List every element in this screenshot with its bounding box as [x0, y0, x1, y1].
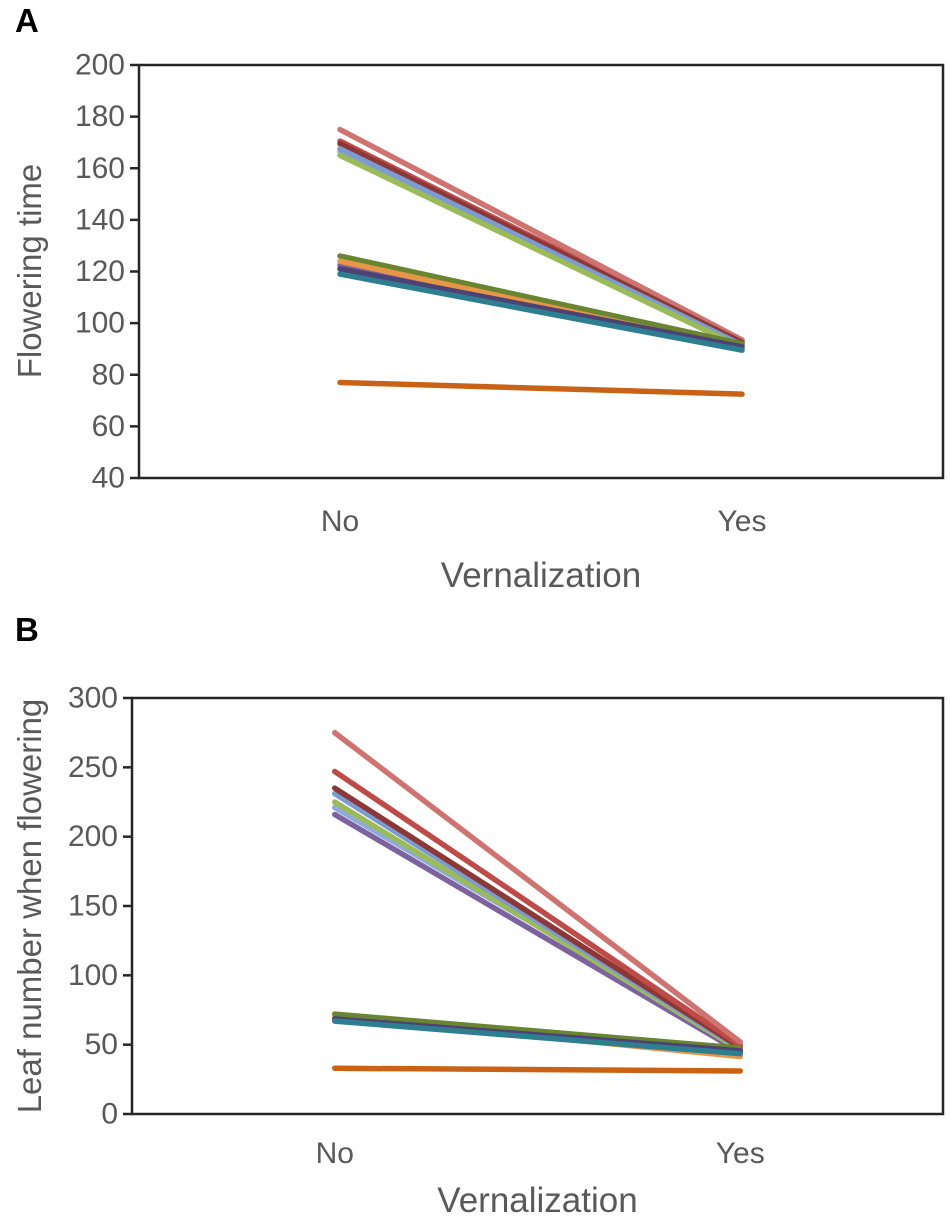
y-tick-label: 160 — [75, 152, 125, 185]
series-line-blue — [337, 146, 745, 348]
panel-b-letter: B — [15, 611, 39, 648]
series-line-salmon — [337, 126, 745, 343]
x-category-label: Yes — [718, 505, 767, 538]
panel-a-x-axis-title: Vernalization — [440, 556, 642, 595]
y-tick-label: 100 — [68, 959, 118, 992]
y-tick-label: 80 — [92, 358, 125, 391]
series-line-purple — [332, 811, 743, 1056]
series-line-dark-orange — [337, 379, 745, 397]
series-line-yellow-green — [337, 152, 745, 351]
y-tick-label: 120 — [75, 255, 125, 288]
panel-a-letter: A — [15, 2, 39, 39]
y-tick-label: 200 — [68, 820, 118, 853]
series-line-dark-orange — [332, 1065, 743, 1074]
y-tick-label: 0 — [101, 1098, 118, 1131]
x-category-label: No — [316, 1137, 354, 1170]
y-tick-label: 200 — [75, 49, 125, 82]
x-category-label: Yes — [716, 1137, 765, 1170]
series-line-teal — [332, 1018, 743, 1057]
plot-border-A — [137, 63, 945, 480]
series-line-red — [332, 768, 743, 1049]
series-line-olive — [332, 1011, 743, 1051]
panel-b-x-axis-title: Vernalization — [437, 1181, 638, 1220]
y-tick-label: 180 — [75, 100, 125, 133]
series-line-dark-red — [332, 785, 743, 1051]
series-line-olive — [337, 253, 745, 347]
y-tick-label: 150 — [68, 890, 118, 923]
x-category-label: No — [321, 505, 359, 538]
series-line-teal — [337, 271, 745, 353]
series-line-salmon — [332, 729, 743, 1045]
y-tick-label: 250 — [68, 751, 118, 784]
y-tick-label: 140 — [75, 203, 125, 236]
y-tick-label: 40 — [92, 462, 125, 495]
y-tick-label: 300 — [68, 682, 118, 715]
series-line-dark-purple — [337, 266, 745, 350]
y-tick-label: 50 — [85, 1028, 118, 1061]
y-tick-label: 60 — [92, 410, 125, 443]
y-tick-label: 100 — [75, 307, 125, 340]
